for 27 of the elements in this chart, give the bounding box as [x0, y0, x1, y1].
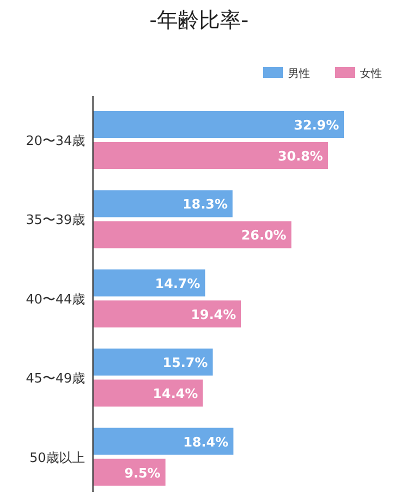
- y-tick-label: 45〜49歳: [26, 372, 85, 387]
- y-tick-label: 20〜34歳: [26, 134, 85, 149]
- bar: [93, 111, 344, 138]
- y-tick-label: 35〜39歳: [26, 213, 85, 228]
- bar: [93, 221, 292, 248]
- bar: [93, 348, 213, 376]
- data-label: 18.4%: [183, 435, 228, 450]
- data-label: 18.3%: [182, 198, 228, 213]
- data-label: 26.0%: [241, 228, 286, 244]
- bar: [93, 269, 206, 296]
- y-tick-label: 40〜44歳: [26, 292, 85, 308]
- data-label: 30.8%: [278, 150, 323, 164]
- data-label: 14.4%: [152, 387, 198, 402]
- bar: [93, 190, 233, 218]
- data-label: 9.5%: [124, 466, 160, 482]
- data-label: 14.7%: [155, 276, 200, 292]
- bar: [93, 380, 203, 407]
- bar: [93, 300, 242, 328]
- data-label: 19.4%: [190, 308, 236, 323]
- legend-label: 女性: [360, 67, 382, 80]
- y-tick-label: 50歳以上: [29, 450, 85, 466]
- chart-title: -年齢比率-: [149, 8, 249, 32]
- data-label: 32.9%: [294, 118, 339, 134]
- legend-label: 男性: [288, 67, 310, 80]
- bar: [93, 142, 328, 169]
- bar: [93, 428, 234, 455]
- data-label: 15.7%: [162, 356, 208, 372]
